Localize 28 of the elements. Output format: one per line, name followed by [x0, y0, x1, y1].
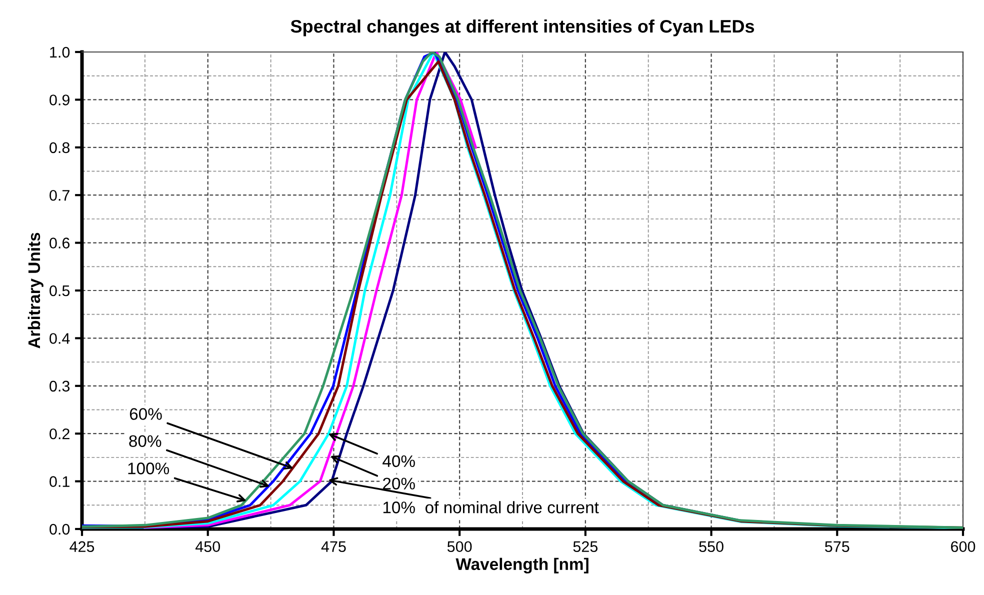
x-tick-label: 575	[825, 541, 850, 552]
y-tick-label: 0.0	[50, 524, 70, 535]
annotation: 40%	[382, 455, 415, 468]
y-tick-label: 0.5	[50, 285, 70, 296]
annotation: 100%	[128, 462, 170, 474]
y-tick-label: 0.7	[50, 190, 70, 201]
annotation: 80%	[129, 435, 162, 448]
y-tick-label: 0.3	[50, 380, 70, 392]
y-tick-label: 0.8	[50, 142, 70, 154]
annotation: 10% of nominal drive current	[383, 501, 599, 514]
y-tick-label: 0.2	[50, 428, 70, 440]
x-tick-label: 550	[699, 541, 724, 552]
y-tick-label: 0.6	[50, 238, 70, 248]
x-tick-label: 525	[573, 541, 598, 552]
x-tick-label: 450	[195, 541, 220, 552]
y-tick-label: 0.4	[50, 333, 70, 344]
annotation: 20%	[383, 478, 415, 490]
y-tick-label: 0.1	[50, 476, 70, 487]
chart-title: Spectral changes at different intensities of Cyan LEDs	[290, 19, 754, 36]
y-tick-label: 1.0	[50, 46, 70, 58]
annotation: 60%	[130, 408, 162, 420]
y-axis-title: Arbitrary Units	[28, 232, 44, 348]
y-tick-label: 0.9	[50, 94, 70, 106]
x-axis-title: Wavelength [nm]	[456, 558, 588, 574]
x-tick-label: 475	[321, 541, 346, 552]
x-tick-label: 500	[447, 541, 472, 552]
x-tick-label: 600	[951, 541, 976, 552]
x-tick-label: 425	[70, 541, 94, 552]
